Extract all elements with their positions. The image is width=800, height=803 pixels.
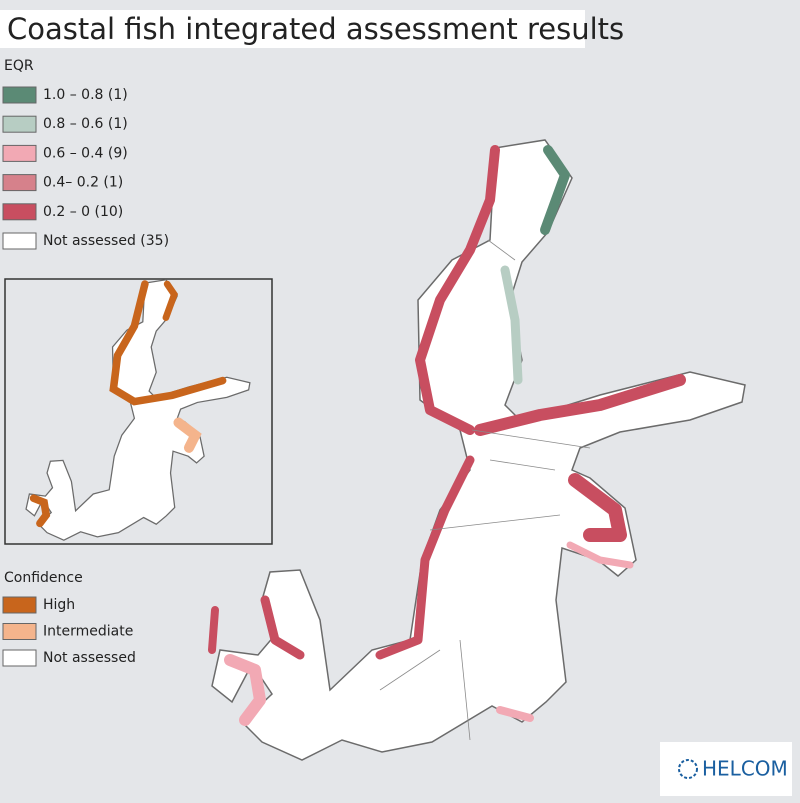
legend-label: 0.2 – 0 (10) (43, 204, 123, 220)
legend-swatch (2, 144, 37, 162)
legend-label: 0.6 – 0.4 (9) (43, 145, 128, 161)
area-borders (379, 239, 591, 741)
logo-box (660, 742, 792, 796)
legend-title: Confidence (4, 570, 83, 586)
legend-label: Not assessed (35) (43, 233, 169, 249)
legend-label: 0.8 – 0.6 (1) (43, 116, 128, 132)
inset-map (25, 279, 251, 541)
legend-swatch (2, 174, 37, 192)
legend-swatch (2, 203, 37, 221)
legend-label: 0.4– 0.2 (1) (43, 175, 123, 191)
map-title: Coastal fish integrated assessment resul… (7, 12, 624, 46)
logo-icon (678, 759, 698, 779)
legend-swatch (2, 86, 37, 104)
legend-swatch (2, 115, 37, 133)
legend-label: Intermediate (43, 624, 133, 640)
legend-label: 1.0 – 0.8 (1) (43, 87, 128, 103)
logo-text: HELCOM (702, 757, 788, 781)
title-box (0, 10, 585, 48)
coastal-areas (208, 145, 686, 726)
legend-label: Not assessed (43, 650, 136, 666)
legend-swatch (2, 596, 37, 614)
legend-title: EQR (4, 58, 34, 74)
legend-swatch (2, 232, 37, 250)
legend-label: High (43, 597, 75, 613)
legend-swatch (2, 623, 37, 640)
legend-swatch (2, 649, 37, 667)
